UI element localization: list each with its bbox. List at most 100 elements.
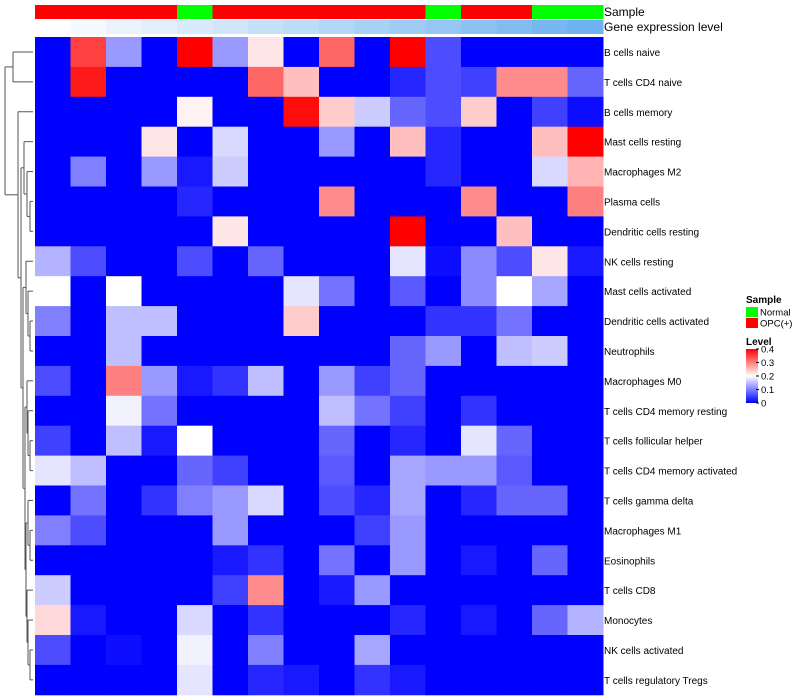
- heatmap-cell: [106, 216, 142, 247]
- heatmap-cell: [212, 395, 249, 427]
- heatmap-cell: [567, 635, 604, 666]
- heatmap-cell: [35, 635, 71, 666]
- heatmap-cell: [390, 37, 426, 68]
- heatmap-cell: [248, 276, 284, 307]
- heatmap-cell: [283, 156, 320, 187]
- heatmap-cell: [212, 575, 249, 606]
- heatmap-cell: [35, 425, 71, 457]
- heatmap-cell: [496, 575, 533, 606]
- heatmap-cell: [496, 276, 533, 307]
- heatmap-cell: [496, 306, 533, 337]
- heatmap-cell: [141, 515, 178, 546]
- heatmap-cell: [390, 156, 426, 187]
- heatmap-cell: [283, 96, 320, 128]
- heatmap-cell: [461, 485, 497, 516]
- heatmap-cell: [496, 395, 533, 427]
- heatmap-cell: [141, 37, 178, 68]
- heatmap-cell: [35, 216, 71, 247]
- heatmap-cell: [567, 605, 604, 636]
- heatmap-cell: [354, 605, 391, 636]
- heatmap-cell: [390, 186, 426, 217]
- sample-annotation-cell: [461, 5, 497, 19]
- sample-annotation-cell: [70, 5, 107, 19]
- heatmap-cell: [354, 126, 391, 158]
- heatmap-cell: [70, 37, 107, 68]
- heatmap-cell: [461, 425, 497, 457]
- heatmap-cell: [248, 635, 284, 666]
- row-label: Mast cells resting: [604, 138, 681, 149]
- heatmap-cell: [390, 66, 426, 98]
- heatmap-cell: [248, 336, 284, 367]
- heatmap-cell: [390, 365, 426, 397]
- heatmap-cell: [70, 365, 107, 397]
- heatmap-cell: [496, 96, 533, 128]
- heatmap-cell: [177, 635, 213, 666]
- heatmap-cell: [532, 575, 568, 606]
- heatmap-cell: [70, 485, 107, 516]
- heatmap-cell: [354, 664, 391, 696]
- heatmap-cell: [106, 186, 142, 217]
- heatmap-cell: [70, 664, 107, 696]
- heatmap-cell: [461, 66, 497, 98]
- gene-expression-annotation-cell: [425, 20, 462, 34]
- row-label: Dendritic cells activated: [604, 317, 709, 328]
- heatmap-cell: [390, 485, 426, 516]
- heatmap-cell: [532, 37, 568, 68]
- heatmap-cell: [248, 156, 284, 187]
- heatmap-cell: [425, 455, 462, 486]
- gene-expression-annotation-bar: [35, 20, 604, 34]
- gene-expression-annotation-cell: [212, 20, 249, 34]
- heatmap-cell: [319, 664, 355, 696]
- heatmap-cell: [177, 276, 213, 307]
- heatmap-cell: [212, 156, 249, 187]
- heatmap-cell: [35, 66, 71, 98]
- heatmap-cell: [212, 605, 249, 636]
- row-label: Eosinophils: [604, 556, 655, 567]
- heatmap-cell: [248, 126, 284, 158]
- heatmap-cell: [496, 336, 533, 367]
- heatmap-cell: [283, 276, 320, 307]
- heatmap-cell: [425, 635, 462, 666]
- heatmap-cell: [70, 186, 107, 217]
- heatmap-cell: [425, 96, 462, 128]
- heatmap-cell: [35, 306, 71, 337]
- heatmap-cell: [425, 126, 462, 158]
- heatmap-cell: [70, 575, 107, 606]
- heatmap-cell: [461, 664, 497, 696]
- heatmap-cell: [35, 605, 71, 636]
- heatmap-cell: [532, 455, 568, 486]
- heatmap-cell: [283, 425, 320, 457]
- heatmap-cell: [319, 425, 355, 457]
- sample-annotation-cell: [212, 5, 249, 19]
- heatmap-cell: [141, 276, 178, 307]
- heatmap-cell: [106, 664, 142, 696]
- heatmap-cell: [177, 455, 213, 486]
- heatmap-cell: [70, 515, 107, 546]
- heatmap-cell: [425, 336, 462, 367]
- heatmap-cell: [532, 216, 568, 247]
- heatmap-cell: [70, 425, 107, 457]
- heatmap-cell: [283, 545, 320, 576]
- row-label: Dendritic cells resting: [604, 227, 699, 238]
- heatmap-cell: [248, 575, 284, 606]
- heatmap-cell: [461, 455, 497, 486]
- heatmap-cell: [496, 365, 533, 397]
- heatmap-cell: [283, 455, 320, 486]
- heatmap-cell: [496, 455, 533, 486]
- heatmap-cell: [106, 635, 142, 666]
- legend-swatch: [746, 307, 758, 317]
- heatmap-cell: [425, 575, 462, 606]
- sample-annotation-cell: [177, 5, 213, 19]
- heatmap-cell: [283, 306, 320, 337]
- heatmap-cell: [567, 37, 604, 68]
- heatmap-cell: [532, 156, 568, 187]
- heatmap-cell: [567, 455, 604, 486]
- heatmap-cell: [177, 156, 213, 187]
- heatmap-cell: [212, 246, 249, 277]
- heatmap-cell: [496, 216, 533, 247]
- heatmap-cell: [212, 306, 249, 337]
- heatmap-cell: [354, 545, 391, 576]
- heatmap-cell: [319, 515, 355, 546]
- gene-expression-annotation-cell: [177, 20, 213, 34]
- heatmap-cell: [496, 66, 533, 98]
